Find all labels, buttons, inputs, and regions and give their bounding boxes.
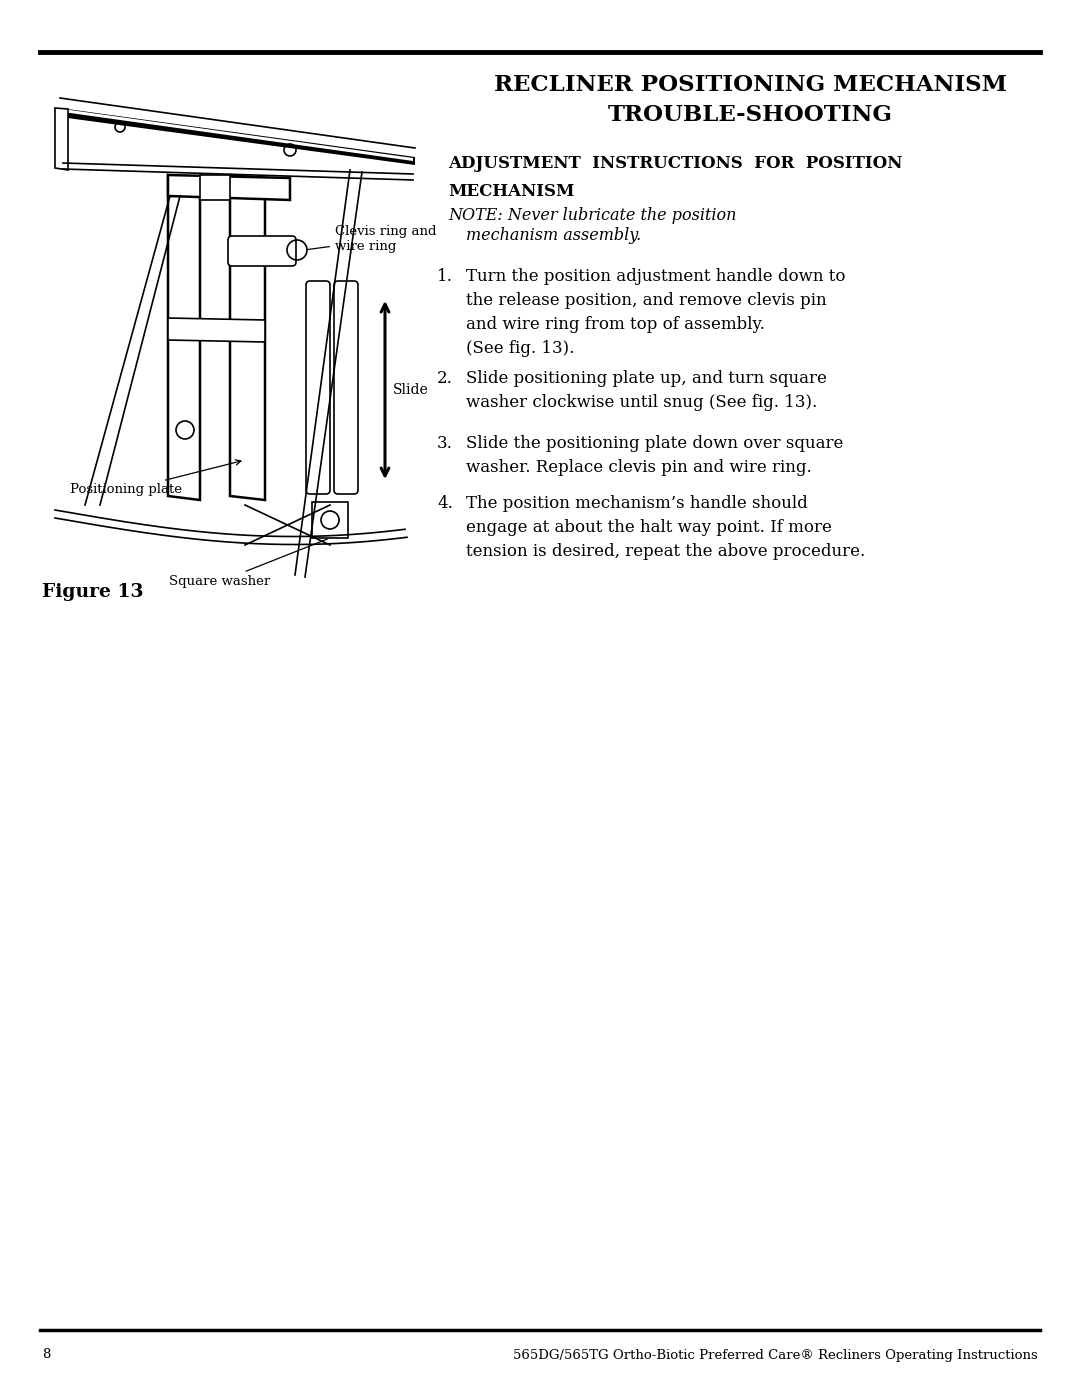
Text: NOTE: Never lubricate the position: NOTE: Never lubricate the position	[448, 207, 737, 224]
Text: Square washer: Square washer	[170, 539, 327, 588]
Text: MECHANISM: MECHANISM	[448, 183, 575, 200]
Bar	[312, 502, 348, 538]
Text: Slide positioning plate up, and turn square
washer clockwise until snug (See fig: Slide positioning plate up, and turn squ…	[465, 370, 827, 411]
Polygon shape	[63, 109, 413, 161]
Text: ADJUSTMENT  INSTRUCTIONS  FOR  POSITION: ADJUSTMENT INSTRUCTIONS FOR POSITION	[448, 155, 903, 172]
Text: Slide: Slide	[393, 383, 429, 397]
Text: 2.: 2.	[437, 370, 453, 387]
FancyBboxPatch shape	[334, 281, 357, 495]
Text: 3.: 3.	[437, 434, 453, 453]
Text: mechanism assembly.: mechanism assembly.	[465, 226, 642, 244]
Text: 1.: 1.	[437, 268, 453, 285]
FancyBboxPatch shape	[228, 236, 296, 265]
Polygon shape	[200, 175, 230, 200]
Text: RECLINER POSITIONING MECHANISM: RECLINER POSITIONING MECHANISM	[494, 74, 1007, 96]
Text: TROUBLE-SHOOTING: TROUBLE-SHOOTING	[608, 103, 892, 126]
Text: Figure 13: Figure 13	[42, 583, 144, 601]
Text: 4.: 4.	[437, 495, 453, 511]
Text: 8: 8	[42, 1348, 51, 1362]
Text: Slide the positioning plate down over square
washer. Replace clevis pin and wire: Slide the positioning plate down over sq…	[465, 434, 843, 476]
Text: The position mechanism’s handle should
engage at about the halt way point. If mo: The position mechanism’s handle should e…	[465, 495, 865, 560]
FancyBboxPatch shape	[306, 281, 330, 495]
Polygon shape	[168, 175, 200, 500]
Polygon shape	[168, 175, 291, 200]
Text: 565DG/565TG Ortho-Biotic Preferred Care® Recliners Operating Instructions: 565DG/565TG Ortho-Biotic Preferred Care®…	[513, 1348, 1038, 1362]
Text: Clevis ring and
wire ring: Clevis ring and wire ring	[307, 225, 436, 253]
Text: Positioning plate: Positioning plate	[70, 460, 241, 496]
Polygon shape	[55, 108, 68, 170]
Text: Turn the position adjustment handle down to
the release position, and remove cle: Turn the position adjustment handle down…	[465, 268, 846, 358]
Polygon shape	[60, 108, 415, 165]
Polygon shape	[168, 319, 265, 342]
Polygon shape	[230, 175, 265, 500]
